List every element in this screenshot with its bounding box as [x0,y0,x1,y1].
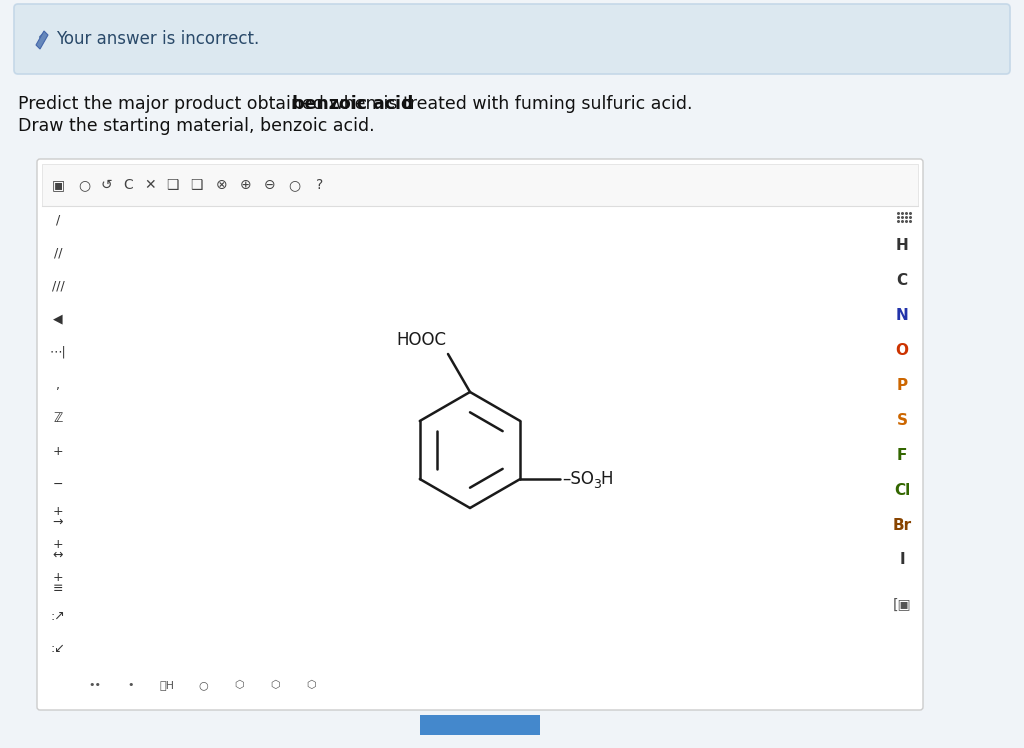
Text: •: • [128,680,134,690]
Text: ⬡: ⬡ [306,680,315,690]
Text: –SO: –SO [562,470,594,488]
Text: P: P [896,378,907,393]
Bar [42,164,918,206]
Text: C: C [123,178,133,192]
Text: I: I [899,553,905,568]
Text: ○: ○ [78,178,90,192]
Text: +
≡: + ≡ [52,571,63,595]
Text: ⊖: ⊖ [264,178,275,192]
Text: ○: ○ [198,680,208,690]
Text: ❑: ❑ [189,178,203,192]
Text: ◀: ◀ [53,313,62,325]
Text: ℤ: ℤ [53,411,62,425]
Text: ,: , [56,378,60,391]
Text: benzoic acid: benzoic acid [292,95,414,113]
Text: ▣: ▣ [51,178,65,192]
Text: +
↔: + ↔ [52,538,63,562]
Text: O: O [896,343,908,358]
Text: H: H [896,238,908,253]
Text: //: // [53,247,62,260]
Text: ///: /// [51,280,65,292]
Text: N: N [896,307,908,322]
Text: Predict the major product obtained when: Predict the major product obtained when [18,95,382,113]
Text: HOOC: HOOC [396,331,446,349]
FancyBboxPatch shape [14,4,1010,74]
Text: :↗: :↗ [50,610,66,622]
Text: Cl: Cl [894,482,910,497]
Text: ••: •• [88,680,101,690]
Text: ⊗: ⊗ [216,178,227,192]
Text: −: − [53,477,63,491]
Text: 3: 3 [593,477,601,491]
Text: Your answer is incorrect.: Your answer is incorrect. [56,30,259,48]
Text: [▣: [▣ [893,598,911,612]
Text: S: S [896,412,907,428]
Text: ○: ○ [288,178,300,192]
Text: ⋯|: ⋯| [49,346,67,358]
Text: ⬜H: ⬜H [160,680,174,690]
Text: H: H [600,470,612,488]
Text: C: C [896,272,907,287]
Text: +
→: + → [52,505,63,529]
Text: ✕: ✕ [144,178,156,192]
FancyBboxPatch shape [37,159,923,710]
Text: ?: ? [316,178,324,192]
Text: ⊕: ⊕ [241,178,252,192]
Text: ⬡: ⬡ [270,680,280,690]
Polygon shape [36,31,48,49]
Text: ⬡: ⬡ [234,680,244,690]
Text: ❑: ❑ [166,178,178,192]
Text: F: F [897,447,907,462]
Text: ↺: ↺ [100,178,112,192]
Text: :↙: :↙ [50,643,66,655]
Text: /: / [56,213,60,227]
Text: Br: Br [893,518,911,533]
Bar [420,715,540,735]
Text: Draw the starting material, benzoic acid.: Draw the starting material, benzoic acid… [18,117,375,135]
Text: is treated with fuming sulfuric acid.: is treated with fuming sulfuric acid. [378,95,693,113]
Text: +: + [52,444,63,458]
